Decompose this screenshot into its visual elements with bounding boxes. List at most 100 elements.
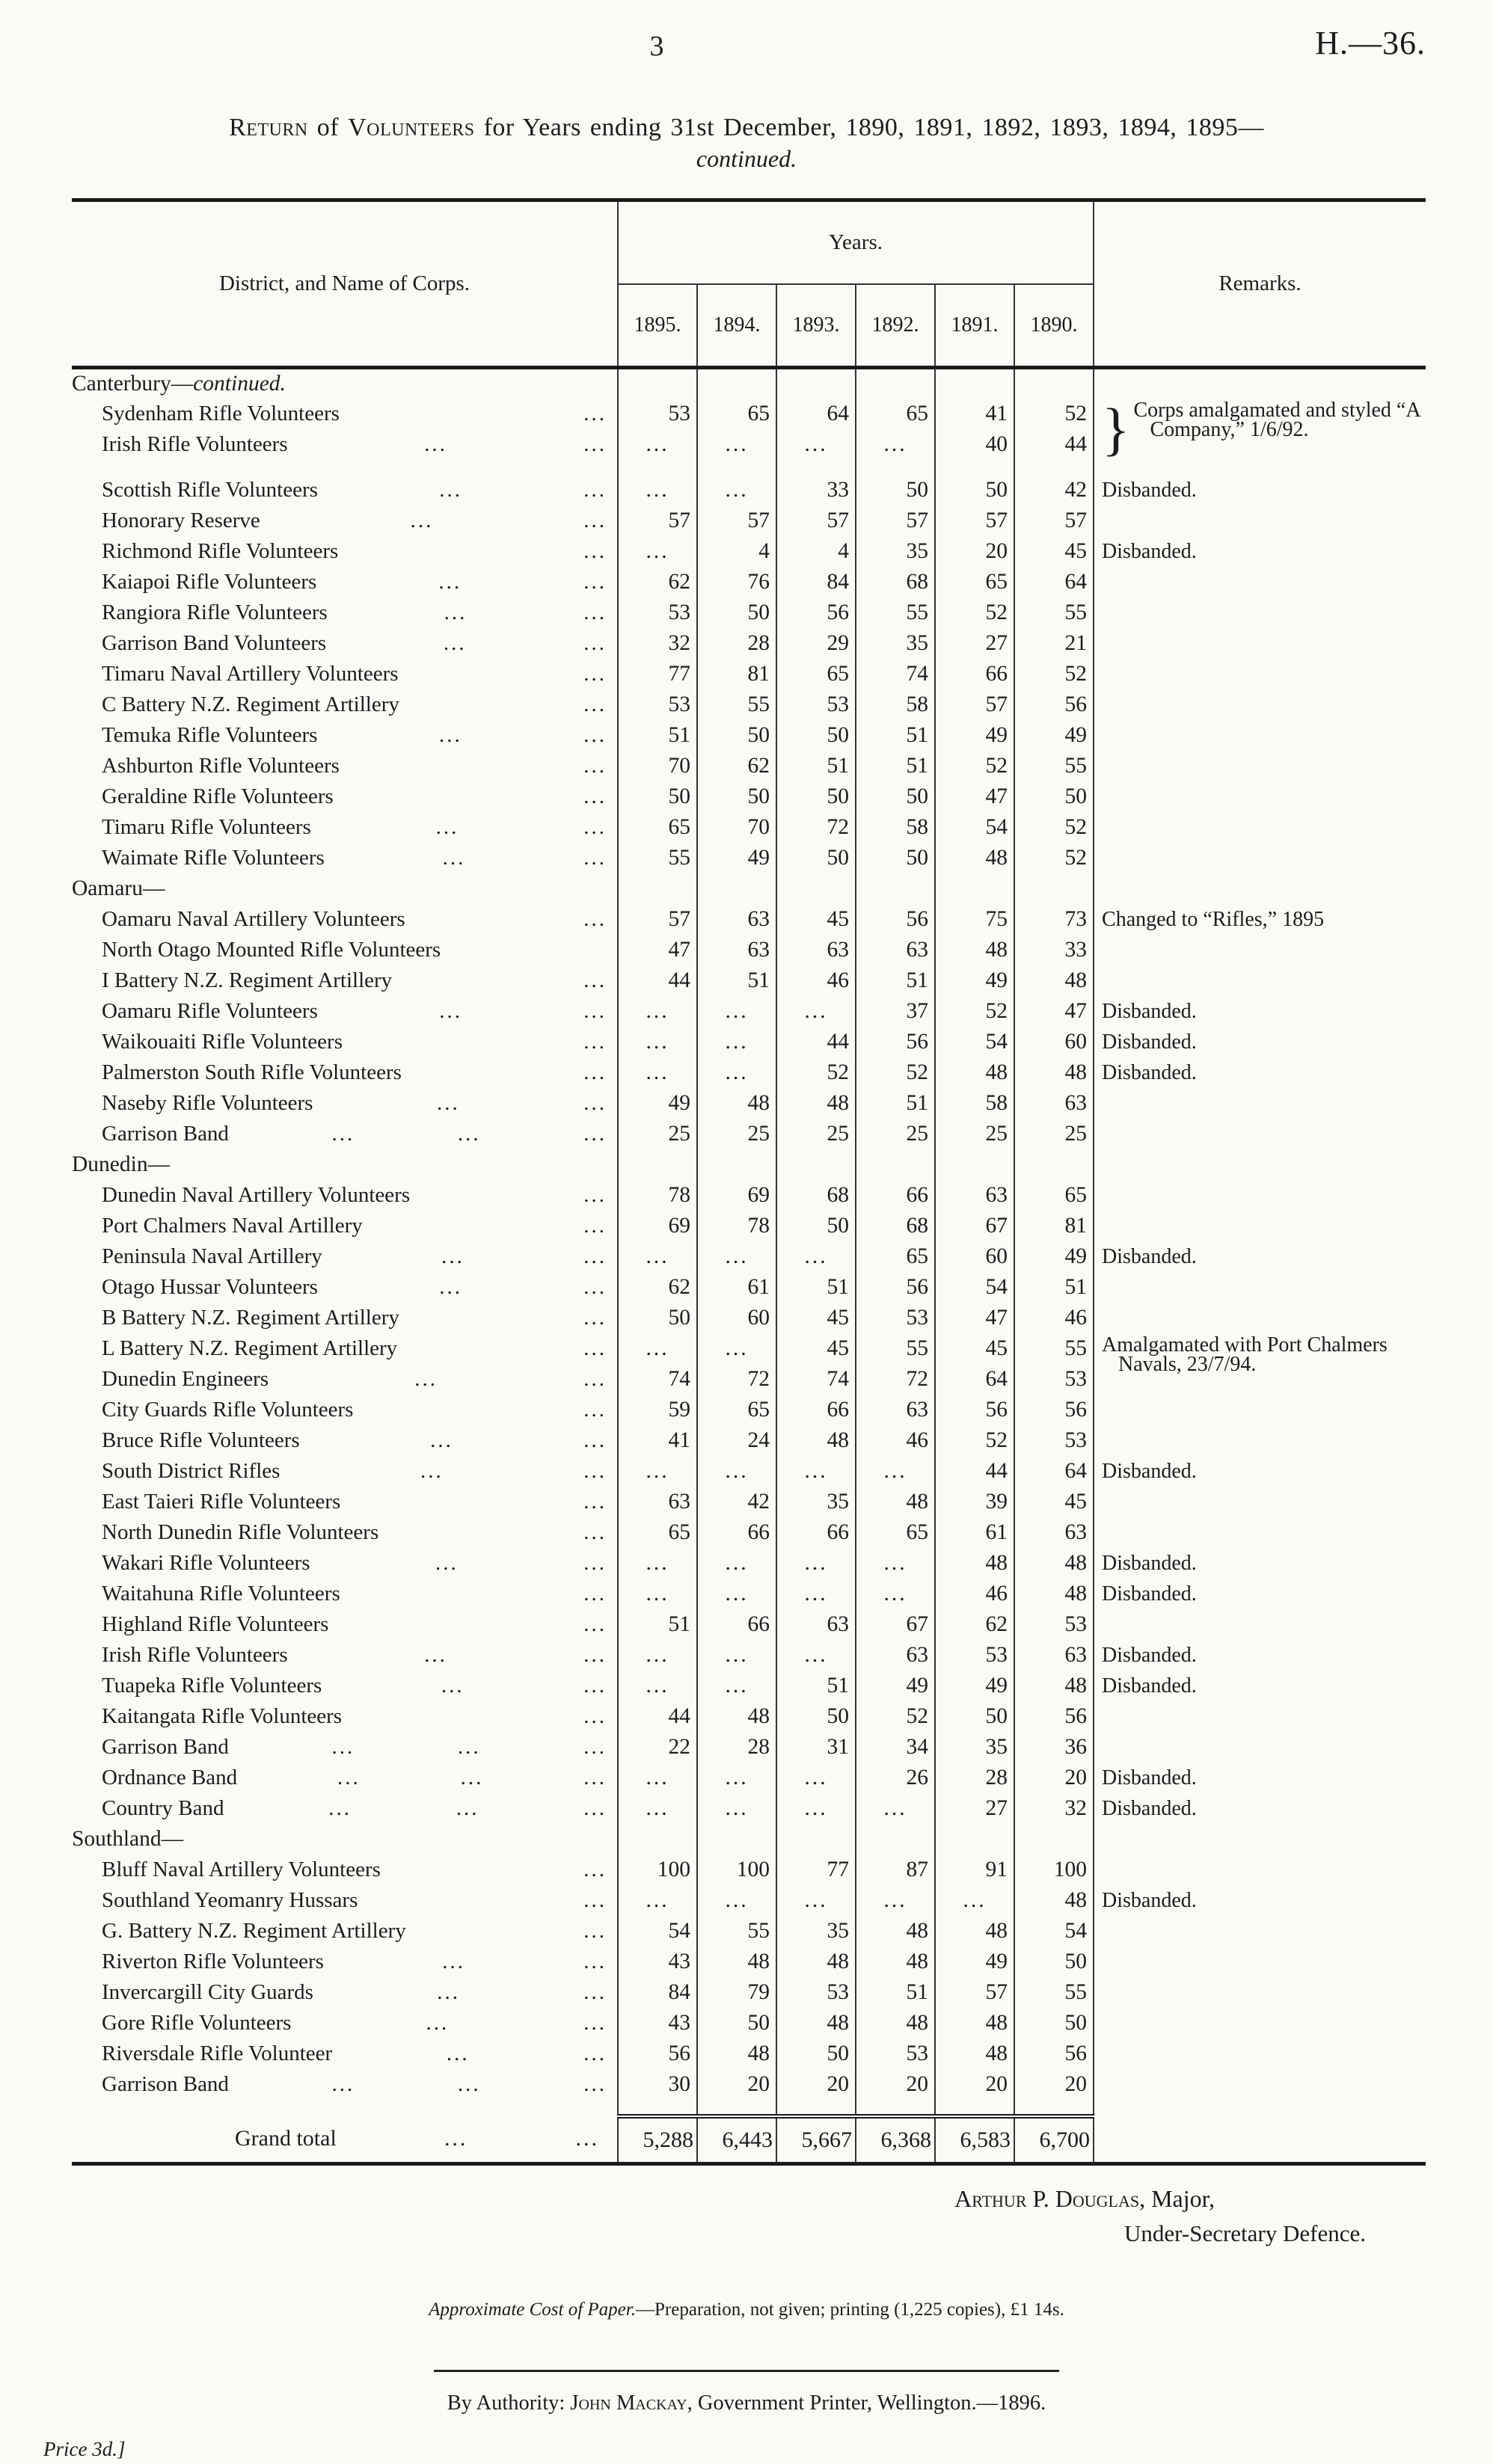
leader-dots: ... (583, 1366, 607, 1391)
corps-name-line: Sydenham Rifle Volunteers... (72, 402, 617, 426)
remark-body: Disbanded. (1102, 536, 1421, 567)
section-label-cell: Dunedin— (72, 1149, 618, 1180)
year-value-cell: 25 (855, 1118, 935, 1149)
year-value-cell: 51 (855, 1976, 935, 2008)
year-value-cell: 20 (934, 2068, 1014, 2100)
year-value-cell: 53 (1013, 1425, 1094, 1456)
corps-row: North Otago Mounted Rifle Volunteers 47 63… (72, 934, 1426, 965)
year-value-cell (776, 2099, 856, 2116)
year-value-cell: ... (776, 1547, 856, 1579)
year-value-cell: ... (696, 1792, 776, 1824)
corps-name-line: Geraldine Rifle Volunteers... (72, 784, 617, 809)
year-value-cell: 70 (617, 750, 697, 781)
remark-cell (1093, 1976, 1426, 2008)
year-value-cell: 56 (934, 1394, 1014, 1425)
corps-name: Ashburton Rifle Volunteers (102, 753, 340, 778)
year-value-cell (617, 1149, 697, 1180)
leader-dots: ... (583, 1949, 607, 1973)
table-header-year-1894: 1894. (696, 283, 776, 368)
year-value-cell: 48 (1013, 1884, 1094, 1916)
corps-row: Highland Rifle Volunteers... 51 66 63 67 62 53 (72, 1609, 1426, 1640)
year-value-cell: 20 (1013, 2068, 1094, 2100)
year-value-cell: ... (617, 1026, 697, 1057)
year-value-cell: 74 (776, 1363, 856, 1395)
leader-dots: ... (444, 600, 467, 624)
remark-cell: Disbanded. (1093, 1639, 1426, 1671)
year-value-cell: 53 (776, 689, 856, 720)
remark-cell (1093, 1210, 1426, 1241)
year-value-cell: 60 (696, 1302, 776, 1333)
remark-cell (1093, 1179, 1426, 1211)
year-value-cell: 55 (696, 1915, 776, 1947)
corps-name-line: Temuka Rifle Volunteers...... (72, 723, 617, 748)
leader-dots: ... (457, 2071, 481, 2096)
authority-prefix: By Authority: (447, 2391, 571, 2415)
corps-name: Dunedin Engineers (102, 1366, 269, 1391)
corps-name-cell: Oamaru Naval Artillery Volunteers... (72, 904, 618, 935)
leader-dots: ... (583, 401, 607, 425)
corps-name-cell: Palmerston South Rifle Volunteers... (72, 1057, 618, 1088)
leader-dots: ... (436, 1090, 460, 1115)
year-value-cell (934, 1149, 1014, 1180)
title-segment-return: Return (229, 114, 308, 141)
year-value-cell: 63 (1013, 1087, 1094, 1119)
table-header-years-group: Years. (616, 200, 1094, 285)
year-value-cell: 47 (934, 781, 1014, 812)
remark-text: Corps amalgamated and styled “A Company,… (1133, 398, 1420, 441)
year-value-cell: ... (696, 1547, 776, 1579)
corps-name: Garrison Band Volunteers (102, 630, 327, 655)
corps-row: Invercargill City Guards...... 84 79 53 51 57… (72, 1976, 1426, 2008)
remark-text: Disbanded. (1102, 1888, 1197, 1912)
year-value-cell: 58 (855, 689, 935, 720)
year-value-cell: 87 (855, 1854, 935, 1885)
year-value-cell: 65 (776, 658, 856, 689)
year-value-cell: 78 (617, 1179, 697, 1211)
corps-row: Riverton Rifle Volunteers...... 43 48 48 48 4… (72, 1946, 1426, 1977)
table-body: Canterbury—continued. Sydenham Rifle Volu… (72, 366, 1426, 2164)
remark-cell (1093, 1609, 1426, 1640)
year-value-cell: 49 (617, 1087, 697, 1119)
corps-name-cell: Ordnance Band......... (72, 1763, 618, 1793)
year-value-cell: 46 (1013, 1302, 1094, 1333)
leader-dots: ... (426, 2010, 450, 2035)
corps-row: Port Chalmers Naval Artillery... 69 78 50 68… (72, 1210, 1426, 1241)
year-value-cell: ... (617, 1547, 697, 1579)
leader-dots: ... (583, 661, 607, 686)
corps-name-line: B Battery N.Z. Regiment Artillery... (72, 1306, 617, 1330)
year-value-cell: 84 (776, 566, 856, 597)
corps-name-line: I Battery N.Z. Regiment Artillery... (72, 968, 617, 993)
section-label: Dunedin— (72, 1152, 171, 1176)
corps-name-cell: Southland Yeomanry Hussars... (72, 1885, 618, 1916)
leader-dots: ... (583, 968, 607, 992)
year-value-cell: 63 (934, 1179, 1014, 1211)
year-value-cell: 61 (934, 1517, 1014, 1548)
section-row: Dunedin— (72, 1149, 1426, 1180)
year-value-cell: 35 (855, 535, 935, 567)
year-value-cell: 28 (934, 1762, 1014, 1793)
year-value-cell: 43 (617, 2007, 697, 2039)
year-value-cell: 51 (617, 1609, 697, 1640)
year-value-cell: 45 (934, 1333, 1014, 1364)
corps-name-line: Garrison Band......... (72, 2072, 617, 2097)
remark-cell (1093, 566, 1426, 597)
corps-name-line: Riverton Rifle Volunteers...... (72, 1950, 617, 1974)
signature-role: Under-Secretary Defence. (1124, 2220, 1366, 2246)
year-value-cell: 20 (696, 2068, 776, 2100)
year-value-cell: 57 (776, 505, 856, 536)
year-value-cell: 48 (1013, 1670, 1094, 1701)
year-value-cell (855, 2099, 935, 2116)
leader-dots: ... (331, 1734, 355, 1759)
leader-dots: ... (424, 431, 447, 456)
leader-dots: ... (583, 600, 607, 624)
corps-name: Oamaru Naval Artillery Volunteers (102, 906, 405, 931)
year-value-cell: 63 (696, 903, 776, 935)
leader-dots: ... (583, 692, 607, 716)
year-value-cell: 53 (855, 1302, 935, 1333)
corps-row: Timaru Rifle Volunteers...... 65 70 72 58 54 5… (72, 811, 1426, 843)
year-value-cell (1013, 1823, 1094, 1855)
corps-row: Scottish Rifle Volunteers............ 33 5… (72, 459, 1426, 506)
year-value-cell: 50 (696, 2007, 776, 2039)
year-value-cell: 50 (855, 781, 935, 812)
year-value-cell: 69 (696, 1179, 776, 1211)
remark-cell (1093, 1425, 1426, 1456)
